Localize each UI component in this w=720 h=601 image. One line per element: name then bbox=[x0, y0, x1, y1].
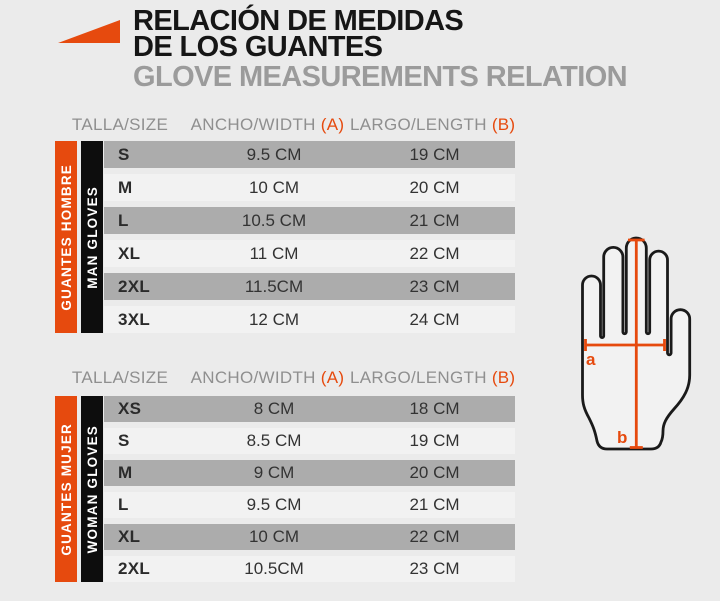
page-title-line2: DE LOS GUANTES bbox=[133, 30, 383, 63]
men-table-rows: S 9.5 CM 19 CM M 10 CM 20 CM L 10.5 CM 2… bbox=[104, 141, 515, 339]
column-header-width-mark-a: (A) bbox=[320, 368, 345, 387]
length-cell: 21 CM bbox=[409, 210, 460, 230]
width-cell: 12 CM bbox=[248, 309, 300, 329]
hand-measurement-diagram: a b bbox=[570, 228, 720, 468]
header: RELACIÓN DE MEDIDAS DE LOS GUANTES GLOVE… bbox=[133, 5, 708, 93]
width-cell: 10 CM bbox=[248, 177, 300, 197]
table-row: S 8.5 CM 19 CM bbox=[104, 428, 515, 454]
measure-label-b: b bbox=[617, 428, 627, 447]
table-row: 3XL 12 CM 24 CM bbox=[104, 306, 515, 333]
women-gloves-table: TALLA/SIZE ANCHO/WIDTH (A) LARGO/LENGTH … bbox=[55, 365, 515, 582]
length-cell: 22 CM bbox=[409, 527, 460, 546]
size-cell: 3XL bbox=[118, 309, 151, 329]
column-header-size: TALLA/SIZE bbox=[71, 368, 169, 387]
column-header-size: TALLA/SIZE bbox=[71, 115, 169, 134]
length-cell: 24 CM bbox=[409, 309, 460, 329]
men-sidebar-en: MAN GLOVES bbox=[81, 141, 103, 333]
size-cell: 2XL bbox=[118, 276, 151, 296]
column-header-width-label: ANCHO/WIDTH bbox=[190, 368, 316, 387]
length-cell: 20 CM bbox=[409, 177, 460, 197]
women-sidebar-label-en: WOMAN GLOVES bbox=[84, 424, 100, 554]
size-cell: XL bbox=[118, 527, 141, 546]
size-cell: S bbox=[118, 144, 130, 164]
men-sidebar-label-en: MAN GLOVES bbox=[84, 185, 100, 289]
size-cell: 2XL bbox=[118, 559, 151, 578]
size-cell: L bbox=[118, 210, 129, 230]
width-cell: 10.5CM bbox=[244, 559, 304, 578]
brand-triangle-icon bbox=[58, 20, 120, 43]
column-header-length: LARGO/LENGTH (B) bbox=[350, 368, 515, 388]
table-row: XS 8 CM 18 CM bbox=[104, 396, 515, 422]
column-header-length-label: LARGO/LENGTH bbox=[350, 115, 487, 134]
table-row: XL 11 CM 22 CM bbox=[104, 240, 515, 267]
women-table-body: GUANTES MUJER WOMAN GLOVES XS 8 CM 18 CM… bbox=[55, 396, 515, 582]
length-cell: 19 CM bbox=[409, 431, 460, 450]
width-cell: 8 CM bbox=[253, 399, 295, 418]
size-cell: XL bbox=[118, 243, 141, 263]
width-cell: 11 CM bbox=[249, 243, 299, 263]
length-cell: 20 CM bbox=[409, 463, 460, 482]
width-cell: 9.5 CM bbox=[246, 495, 302, 514]
table-row: 2XL 10.5CM 23 CM bbox=[104, 556, 515, 582]
table-row: L 9.5 CM 21 CM bbox=[104, 492, 515, 518]
size-cell: S bbox=[118, 431, 130, 450]
column-header-length-mark-b: (B) bbox=[491, 368, 516, 387]
length-cell: 19 CM bbox=[409, 144, 460, 164]
width-cell: 10 CM bbox=[248, 527, 300, 546]
length-cell: 22 CM bbox=[409, 243, 460, 263]
hand-outline-icon: a b bbox=[581, 236, 692, 451]
table-row: XL 10 CM 22 CM bbox=[104, 524, 515, 550]
size-cell: M bbox=[118, 463, 133, 482]
width-cell: 10.5 CM bbox=[241, 210, 307, 230]
size-cell: L bbox=[118, 495, 129, 514]
men-gloves-table: TALLA/SIZE ANCHO/WIDTH (A) LARGO/LENGTH … bbox=[55, 112, 515, 333]
table-row: M 10 CM 20 CM bbox=[104, 174, 515, 201]
table-row: M 9 CM 20 CM bbox=[104, 460, 515, 486]
table-row: L 10.5 CM 21 CM bbox=[104, 207, 515, 234]
length-cell: 23 CM bbox=[409, 559, 460, 578]
width-cell: 11.5CM bbox=[244, 276, 304, 296]
measure-label-a: a bbox=[586, 350, 596, 369]
table-row: S 9.5 CM 19 CM bbox=[104, 141, 515, 168]
column-header-length: LARGO/LENGTH (B) bbox=[350, 115, 515, 135]
length-cell: 18 CM bbox=[409, 399, 460, 418]
size-cell: M bbox=[118, 177, 133, 197]
men-sidebar-label-es: GUANTES HOMBRE bbox=[58, 163, 74, 311]
table-row: 2XL 11.5CM 23 CM bbox=[104, 273, 515, 300]
women-table-rows: XS 8 CM 18 CM S 8.5 CM 19 CM M 9 CM 20 C… bbox=[104, 396, 515, 588]
men-sidebar-es: GUANTES HOMBRE bbox=[55, 141, 77, 333]
width-cell: 9 CM bbox=[253, 463, 295, 482]
women-sidebar-es: GUANTES MUJER bbox=[55, 396, 77, 582]
width-cell: 8.5 CM bbox=[246, 431, 302, 450]
size-cell: XS bbox=[118, 399, 142, 418]
men-table-header-row: TALLA/SIZE ANCHO/WIDTH (A) LARGO/LENGTH … bbox=[55, 112, 515, 138]
width-measure-line-a bbox=[584, 339, 666, 351]
column-header-width: ANCHO/WIDTH (A) bbox=[185, 115, 350, 135]
column-header-width: ANCHO/WIDTH (A) bbox=[185, 368, 350, 388]
length-cell: 23 CM bbox=[409, 276, 460, 296]
length-cell: 21 CM bbox=[409, 495, 460, 514]
page-subtitle: GLOVE MEASUREMENTS RELATION bbox=[133, 61, 628, 93]
page-title-line1: RELACIÓN DE MEDIDAS bbox=[133, 5, 464, 37]
column-header-length-label: LARGO/LENGTH bbox=[350, 368, 487, 387]
women-table-header-row: TALLA/SIZE ANCHO/WIDTH (A) LARGO/LENGTH … bbox=[55, 365, 515, 391]
women-sidebar-label-es: GUANTES MUJER bbox=[58, 422, 74, 556]
men-table-body: GUANTES HOMBRE MAN GLOVES S 9.5 CM 19 CM… bbox=[55, 141, 515, 333]
column-header-width-label: ANCHO/WIDTH bbox=[190, 115, 316, 134]
column-header-width-mark-a: (A) bbox=[320, 115, 345, 134]
women-sidebar-en: WOMAN GLOVES bbox=[81, 396, 103, 582]
column-header-length-mark-b: (B) bbox=[491, 115, 516, 134]
width-cell: 9.5 CM bbox=[246, 144, 302, 164]
